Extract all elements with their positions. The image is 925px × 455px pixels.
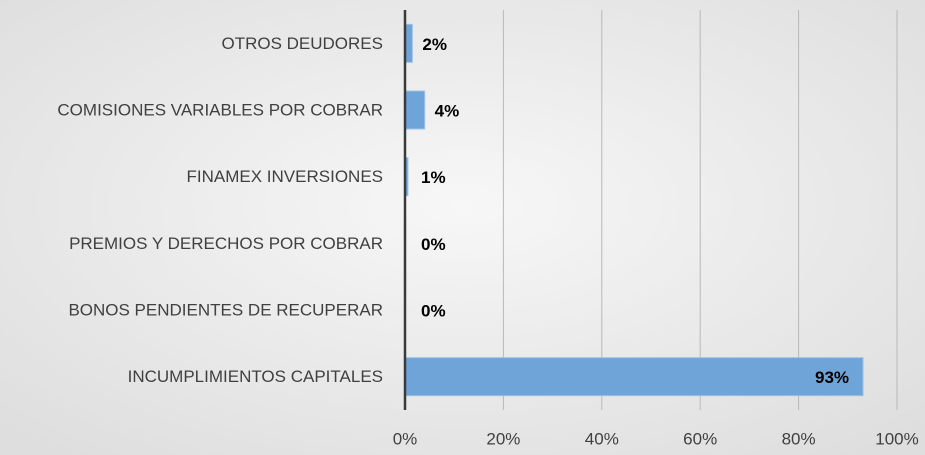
data-label: 0% (421, 301, 446, 320)
x-tick-label: 60% (683, 429, 717, 448)
data-label: 2% (422, 35, 447, 54)
data-label: 4% (435, 101, 460, 120)
x-tick-label: 0% (393, 429, 418, 448)
y-tick-label: PREMIOS Y DERECHOS POR COBRAR (69, 234, 383, 253)
x-tick-label: 80% (782, 429, 816, 448)
y-tick-label: BONOS PENDIENTES DE RECUPERAR (68, 300, 383, 319)
data-label: 0% (421, 235, 446, 254)
x-tick-label: 100% (875, 429, 918, 448)
y-tick-label: FINAMEX INVERSIONES (187, 167, 383, 186)
data-label: 1% (421, 168, 446, 187)
y-tick-label: INCUMPLIMIENTOS CAPITALES (128, 367, 383, 386)
bar (404, 357, 864, 397)
y-tick-label: COMISIONES VARIABLES POR COBRAR (57, 100, 383, 119)
data-label: 93% (815, 368, 849, 387)
y-tick-label: OTROS DEUDORES (221, 34, 383, 53)
bar (404, 90, 426, 130)
x-tick-label: 20% (486, 429, 520, 448)
x-tick-label: 40% (585, 429, 619, 448)
